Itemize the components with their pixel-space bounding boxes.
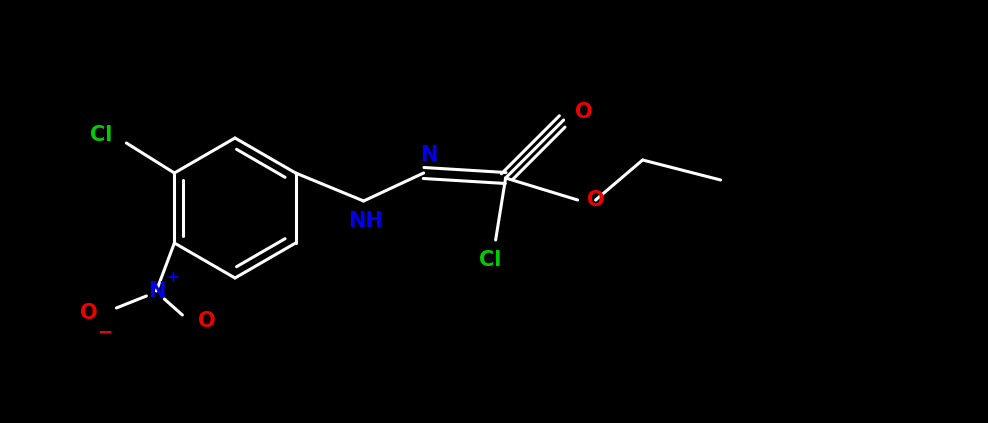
- Text: +: +: [166, 269, 179, 285]
- Text: Cl: Cl: [479, 250, 502, 270]
- Text: −: −: [97, 324, 112, 342]
- Text: N: N: [420, 145, 438, 165]
- Text: O: O: [587, 190, 605, 210]
- Text: Cl: Cl: [90, 125, 113, 145]
- Text: O: O: [198, 311, 215, 331]
- Text: N: N: [147, 281, 165, 301]
- Text: NH: NH: [348, 211, 383, 231]
- Text: O: O: [80, 303, 97, 323]
- Text: O: O: [575, 102, 593, 122]
